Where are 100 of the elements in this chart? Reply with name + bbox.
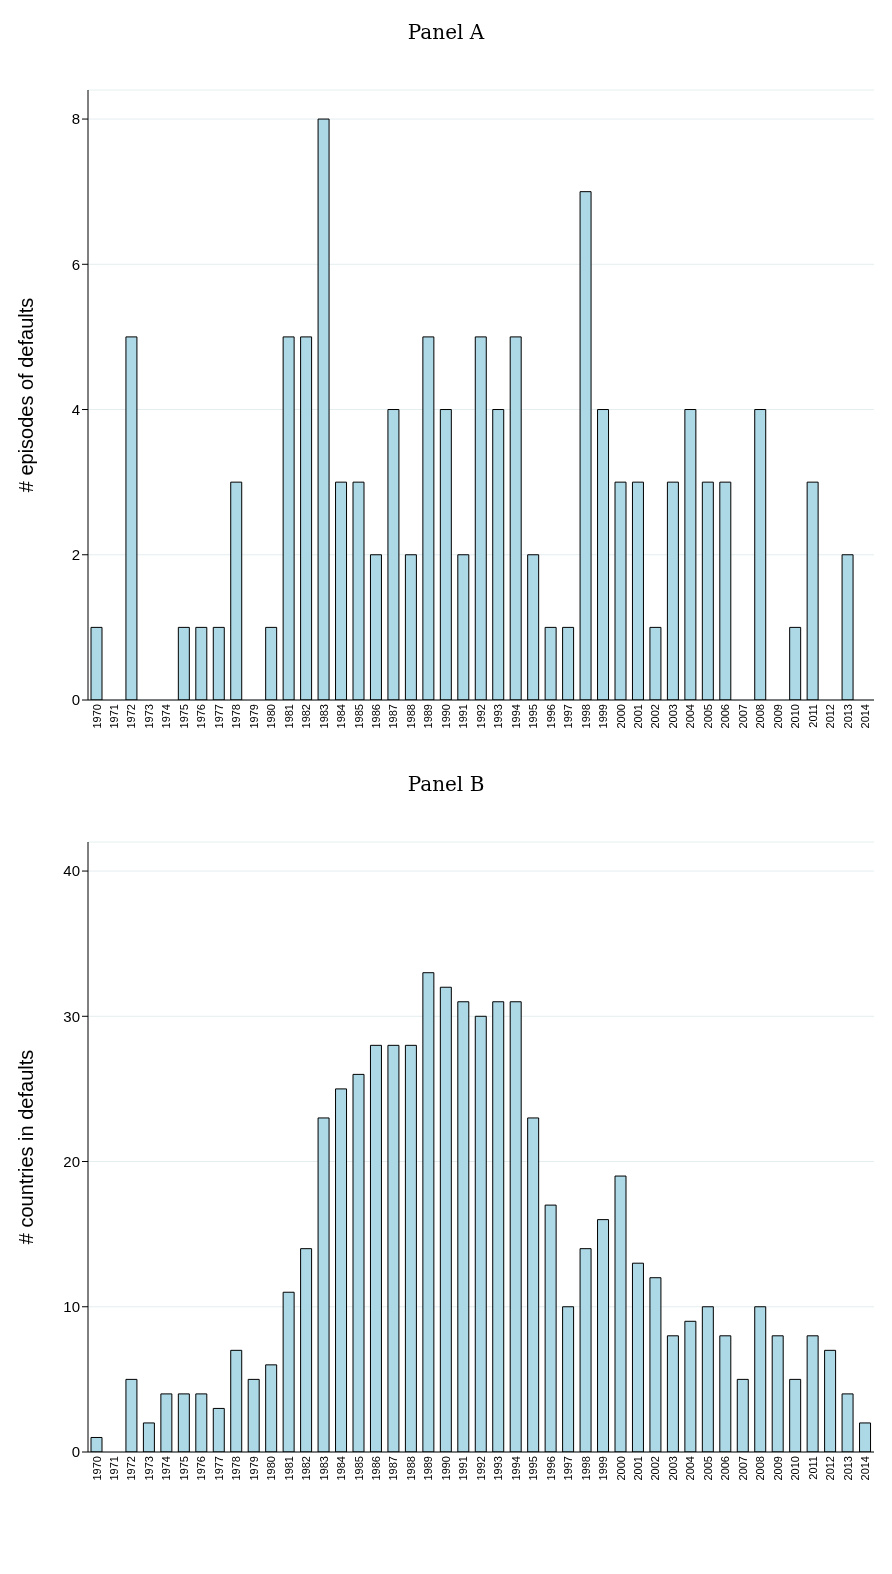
x-tick-label: 1978 (230, 704, 243, 729)
x-tick-label: 1970 (90, 704, 103, 729)
x-tick-label: 2010 (789, 704, 802, 729)
x-tick-label: 1979 (247, 704, 260, 729)
x-tick-label: 1989 (422, 704, 435, 729)
y-axis-title: # episodes of defaults (15, 297, 38, 493)
y-tick-label: 8 (71, 110, 80, 128)
x-tick-label: 2004 (684, 704, 697, 729)
x-tick-label: 1980 (265, 1456, 278, 1481)
y-tick-label: 6 (71, 255, 80, 273)
x-tick-label: 2003 (666, 1456, 679, 1481)
x-tick-label: 1991 (457, 704, 470, 729)
x-tick-label: 2012 (824, 1456, 837, 1481)
y-axis-title: # countries in defaults (15, 1049, 38, 1245)
x-tick-label: 1972 (125, 704, 138, 729)
x-tick-label: 2014 (859, 1456, 872, 1481)
x-tick-label: 1984 (335, 1456, 348, 1481)
x-tick-label: 2009 (771, 704, 784, 729)
x-tick-label: 2008 (754, 704, 767, 729)
chart-title: Panel B (406, 771, 486, 798)
chart-title: Panel A (406, 19, 486, 46)
x-tick-label: 1979 (247, 1456, 260, 1481)
y-tick-label: 40 (63, 862, 80, 880)
x-tick-label: 1988 (404, 1456, 417, 1481)
x-tick-label: 1974 (160, 704, 173, 729)
x-tick-label: 2008 (754, 1456, 767, 1481)
x-tick-label: 2001 (632, 1456, 645, 1481)
x-tick-label: 1971 (108, 704, 121, 729)
x-tick-label: 2009 (771, 1456, 784, 1481)
x-tick-label: 1985 (352, 1456, 365, 1481)
x-tick-label: 1993 (492, 1456, 505, 1481)
x-tick-label: 1975 (177, 704, 190, 729)
x-tick-label: 2012 (824, 704, 837, 729)
x-tick-label: 1998 (579, 1456, 592, 1481)
x-tick-label: 1990 (439, 704, 452, 729)
y-tick-label: 4 (71, 400, 80, 418)
x-tick-label: 2007 (736, 704, 749, 729)
y-tick-label: 20 (63, 1152, 80, 1170)
x-tick-label: 1996 (544, 704, 557, 729)
x-tick-label: 1998 (579, 704, 592, 729)
x-tick-label: 2014 (859, 704, 872, 729)
x-tick-label: 1992 (474, 1456, 487, 1481)
x-tick-label: 1983 (317, 704, 330, 729)
y-tick-label: 10 (63, 1298, 80, 1316)
x-tick-label: 1994 (509, 1456, 522, 1481)
x-tick-label: 1981 (282, 1456, 295, 1481)
x-tick-label: 1985 (352, 704, 365, 729)
x-tick-label: 2011 (806, 704, 819, 728)
x-tick-label: 1996 (544, 1456, 557, 1481)
x-tick-label: 2000 (614, 1456, 627, 1481)
x-tick-label: 2005 (701, 1456, 714, 1481)
x-tick-label: 1999 (597, 704, 610, 729)
x-tick-label: 2002 (649, 1456, 662, 1481)
x-tick-label: 2010 (789, 1456, 802, 1481)
x-tick-label: 1999 (597, 1456, 610, 1481)
x-tick-label: 1990 (439, 1456, 452, 1481)
x-tick-label: 1992 (474, 704, 487, 729)
x-tick-label: 2006 (719, 1456, 732, 1481)
x-tick-label: 2003 (666, 704, 679, 729)
x-tick-label: 1973 (142, 704, 155, 729)
x-tick-label: 2011 (806, 1456, 819, 1480)
x-tick-label: 1995 (527, 1456, 540, 1481)
x-tick-label: 1978 (230, 1456, 243, 1481)
x-tick-label: 1977 (212, 704, 225, 729)
x-tick-label: 1980 (265, 704, 278, 729)
x-tick-label: 1981 (282, 704, 295, 729)
x-tick-label: 1976 (195, 704, 208, 729)
x-tick-label: 1995 (527, 704, 540, 729)
x-tick-label: 1997 (562, 1456, 575, 1481)
x-tick-label: 1974 (160, 1456, 173, 1481)
y-tick-label: 0 (71, 1443, 80, 1461)
x-tick-label: 1988 (404, 704, 417, 729)
x-tick-label: 1982 (300, 1456, 313, 1481)
x-tick-label: 1982 (300, 704, 313, 729)
x-tick-label: 1975 (177, 1456, 190, 1481)
x-tick-label: 1977 (212, 1456, 225, 1481)
y-tick-label: 0 (71, 691, 80, 709)
x-tick-label: 1976 (195, 1456, 208, 1481)
x-tick-label: 2000 (614, 704, 627, 729)
x-tick-label: 1973 (142, 1456, 155, 1481)
x-tick-label: 1986 (370, 1456, 383, 1481)
x-tick-label: 1994 (509, 704, 522, 729)
x-tick-label: 1987 (387, 704, 400, 729)
x-tick-label: 2006 (719, 704, 732, 729)
x-tick-label: 1972 (125, 1456, 138, 1481)
x-tick-label: 2013 (841, 704, 854, 729)
x-tick-label: 1997 (562, 704, 575, 729)
x-tick-label: 2013 (841, 1456, 854, 1481)
x-tick-label: 1970 (90, 1456, 103, 1481)
x-tick-label: 1971 (108, 1456, 121, 1481)
y-tick-label: 30 (63, 1007, 80, 1025)
x-tick-label: 1989 (422, 1456, 435, 1481)
x-tick-label: 1986 (370, 704, 383, 729)
x-tick-label: 1991 (457, 1456, 470, 1481)
x-tick-label: 1983 (317, 1456, 330, 1481)
x-tick-label: 2002 (649, 704, 662, 729)
x-tick-label: 2001 (632, 704, 645, 729)
x-tick-label: 1987 (387, 1456, 400, 1481)
y-tick-label: 2 (71, 546, 80, 564)
x-tick-label: 2004 (684, 1456, 697, 1481)
